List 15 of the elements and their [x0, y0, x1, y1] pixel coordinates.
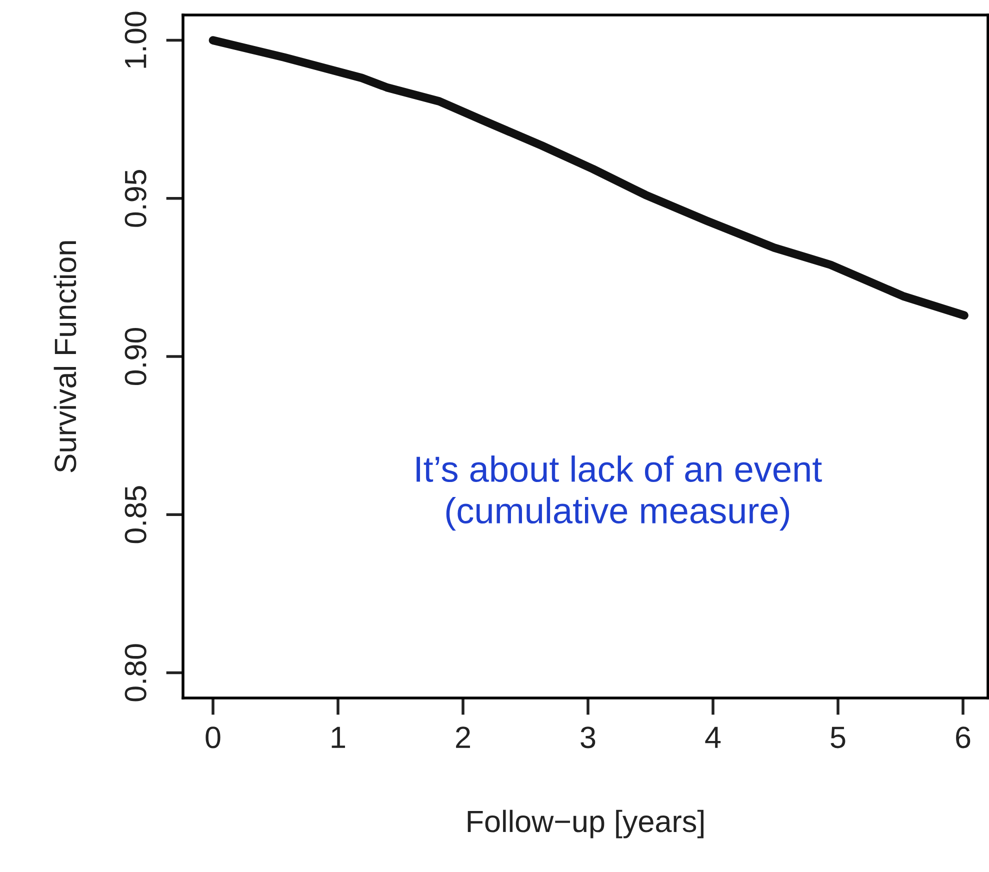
y-tick-label: 0.80 [124, 644, 146, 702]
x-tick-label: 5 [830, 726, 846, 748]
annotation: It’s about lack of an event (cumulative measure) [416, 456, 822, 531]
y-axis-title: Survival Function [54, 241, 76, 472]
y-tick-label: 1.00 [124, 12, 146, 68]
x-tick-label: 4 [705, 726, 721, 748]
x-tick-label: 1 [332, 726, 346, 748]
y-tick-label: 0.90 [124, 328, 146, 386]
x-axis-title: Follow−up [years] [468, 810, 704, 838]
y-tick-label: 0.85 [124, 486, 146, 544]
x-tick-label: 0 [206, 726, 220, 748]
y-tick-label: 0.95 [124, 170, 146, 227]
x-tick-label: 2 [456, 726, 470, 748]
x-tick-label: 3 [580, 726, 596, 748]
x-tick-label: 6 [956, 726, 970, 748]
